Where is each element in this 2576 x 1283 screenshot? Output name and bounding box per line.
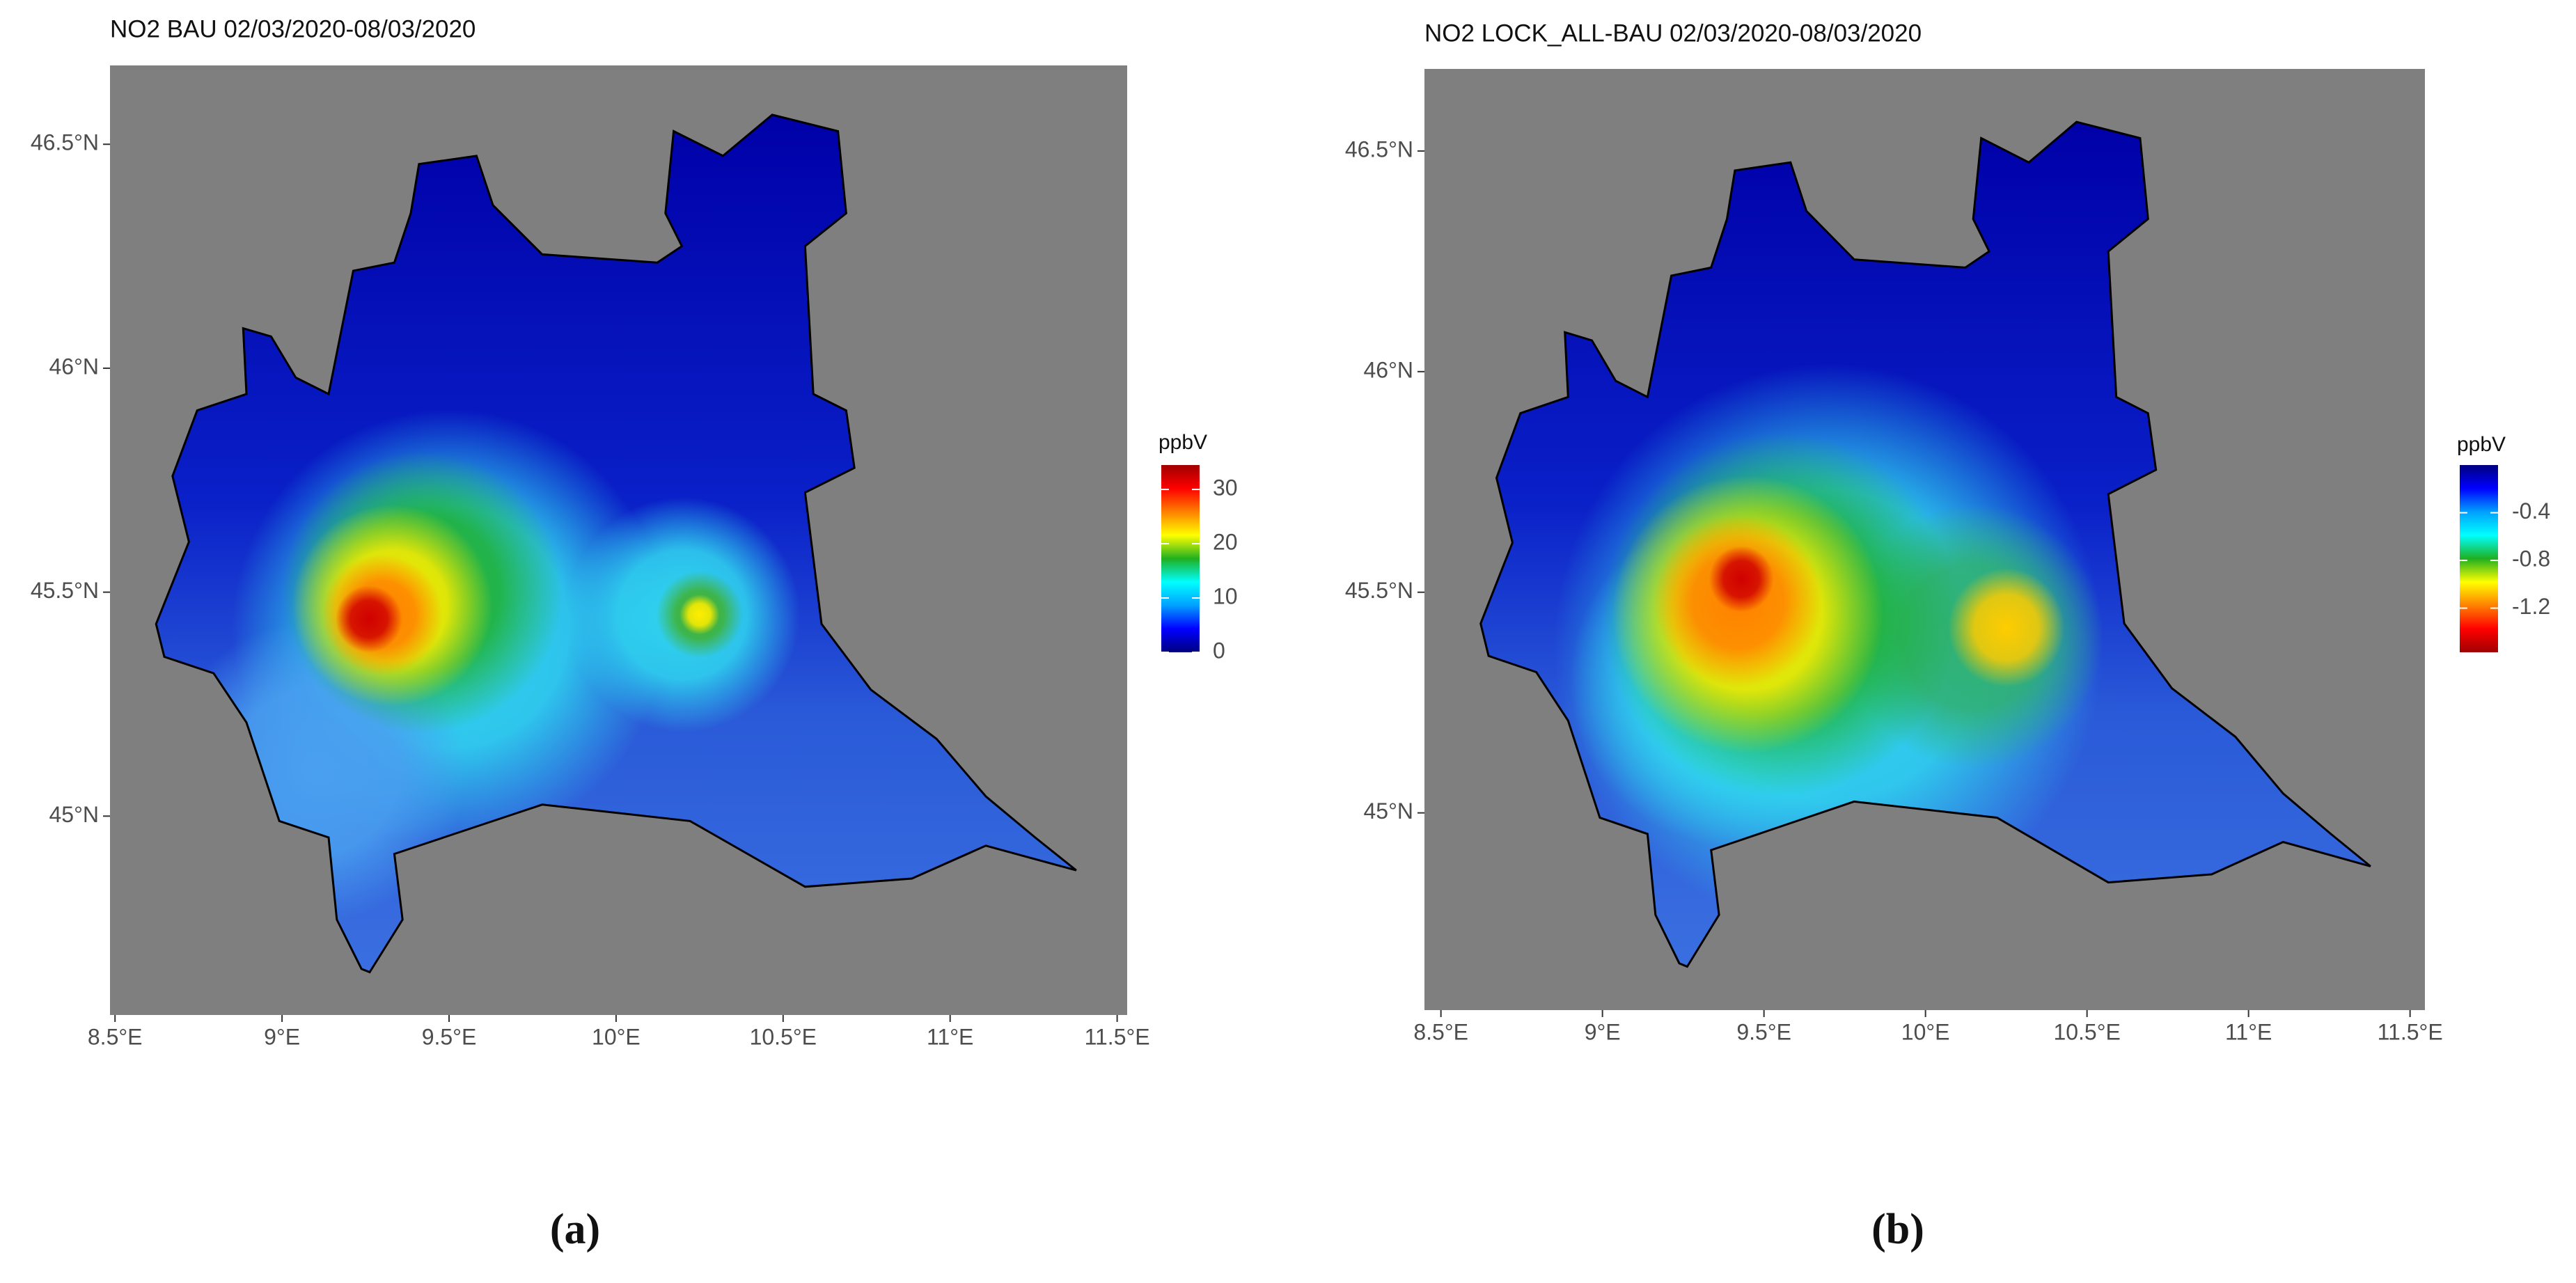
x-tick-label: 11°E — [2225, 1019, 2272, 1044]
colorbar-label: -1.2 — [2512, 594, 2550, 619]
region-border — [1479, 120, 2371, 968]
y-tick-label: 45.5°N — [1345, 578, 1413, 603]
x-tick-label: 9°E — [264, 1024, 300, 1049]
concentration-area — [1948, 567, 2065, 688]
legend-title: ppbV — [2457, 433, 2506, 456]
colorbar-label: -0.8 — [2512, 546, 2550, 572]
x-tick-label: 11.5°E — [1085, 1024, 1150, 1049]
x-tick-label: 9.5°E — [1736, 1019, 1791, 1044]
region-border — [155, 113, 1077, 974]
panel-caption: (a) — [550, 1206, 600, 1253]
x-tick-label: 10°E — [592, 1024, 641, 1049]
y-tick-label: 46.5°N — [31, 130, 99, 155]
y-tick-label: 45°N — [49, 802, 100, 827]
y-tick-label: 46°N — [1364, 357, 1414, 382]
y-tick-label: 45°N — [1364, 798, 1414, 824]
x-tick-label: 8.5°E — [88, 1024, 143, 1049]
region-field — [1480, 122, 2371, 967]
y-tick-label: 45.5°N — [31, 578, 99, 603]
x-tick-label: 9°E — [1585, 1019, 1621, 1044]
map-panel: NO2 LOCK_ALL-BAU 02/03/2020-08/03/2020 8.… — [1345, 19, 2550, 1253]
x-tick-label: 9.5°E — [422, 1024, 477, 1049]
panel-caption: (b) — [1871, 1206, 1924, 1253]
colorbar-label: 30 — [1213, 475, 1238, 501]
colorbar-label: 0 — [1213, 638, 1225, 663]
map-panel: NO2 BAU 02/03/2020-08/03/2020 8.5°E 9°E 9.5… — [31, 15, 1238, 1253]
concentration-area — [335, 585, 402, 653]
colorbar — [1161, 465, 1200, 652]
x-tick-label: 11.5°E — [2378, 1019, 2443, 1044]
y-tick-label: 46°N — [49, 354, 100, 379]
x-tick-label: 8.5°E — [1413, 1019, 1468, 1044]
region-field — [156, 114, 1076, 973]
colorbar-label: 20 — [1213, 530, 1238, 555]
legend-title: ppbV — [1159, 431, 1207, 454]
x-tick-label: 11°E — [927, 1024, 973, 1049]
concentration-area — [1709, 546, 1774, 613]
x-tick-label: 10°E — [1901, 1019, 1950, 1044]
x-tick-label: 10.5°E — [750, 1024, 817, 1049]
colorbar-label: -0.4 — [2512, 498, 2550, 524]
panel-title: NO2 LOCK_ALL-BAU 02/03/2020-08/03/2020 — [1424, 19, 1922, 47]
colorbar-label: 10 — [1213, 583, 1238, 608]
x-tick-label: 10.5°E — [2053, 1019, 2120, 1044]
y-tick-label: 46.5°N — [1345, 136, 1413, 162]
colorbar — [2460, 465, 2498, 652]
panel-title: NO2 BAU 02/03/2020-08/03/2020 — [110, 15, 476, 42]
concentration-area — [680, 594, 720, 635]
